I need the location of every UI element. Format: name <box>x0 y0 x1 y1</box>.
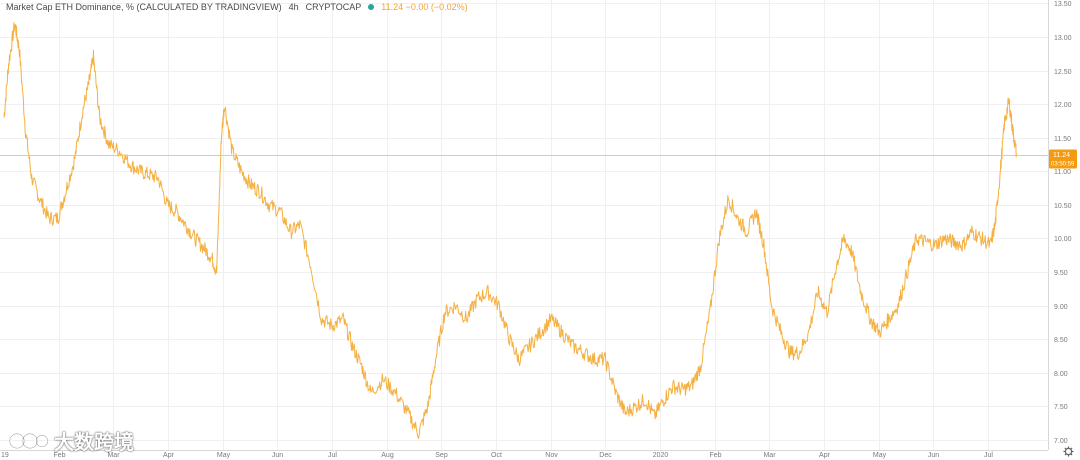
chart-grid <box>0 0 1048 450</box>
y-tick-label: 12.00 <box>1054 102 1072 109</box>
quote-value: 11.24 −0.00 (−0.02%) <box>381 2 468 12</box>
y-tick-label: 9.50 <box>1054 270 1068 277</box>
y-tick-label: 8.00 <box>1054 371 1068 378</box>
watermark: 大数跨境 <box>8 426 134 455</box>
price-axis-bg <box>1048 0 1080 460</box>
bar-countdown: 03:50:59 <box>1051 162 1075 168</box>
x-tick-label: Jul <box>984 452 993 459</box>
y-tick-label: 8.50 <box>1054 337 1068 344</box>
gear-icon[interactable] <box>1063 446 1074 457</box>
x-tick-label: Mar <box>763 452 776 459</box>
y-tick-label: 7.00 <box>1054 438 1068 445</box>
last-price-value: 11.24 <box>1053 152 1070 159</box>
last-price-badge <box>1049 149 1077 169</box>
y-tick-label: 13.00 <box>1054 35 1072 42</box>
watermark-text: 大数跨境 <box>54 432 134 454</box>
symbol-title[interactable]: Market Cap ETH Dominance, % (CALCULATED … <box>6 2 282 12</box>
y-tick-label: 10.50 <box>1054 203 1072 210</box>
y-tick-label: 9.00 <box>1054 304 1068 311</box>
series-group <box>3 22 1018 439</box>
y-tick-label: 10.00 <box>1054 236 1072 243</box>
x-tick-label: Apr <box>163 452 175 459</box>
chart-header: Market Cap ETH Dominance, % (CALCULATED … <box>6 2 468 12</box>
x-tick-label: Jun <box>272 452 283 459</box>
y-tick-label: 13.50 <box>1054 1 1072 8</box>
y-tick-label: 11.00 <box>1054 169 1071 176</box>
time-axis: 19 Feb Mar Apr May Jun Jul Aug Sep Oct Nov Dec 2020 F… <box>0 450 1048 459</box>
y-tick-label: 7.50 <box>1054 404 1068 411</box>
x-tick-label: Jul <box>328 452 337 459</box>
x-tick-label: Nov <box>545 452 558 459</box>
last-price-line-group: 11.24 03:50:59 <box>0 149 1077 169</box>
price-axis: 13.50 13.00 12.50 12.00 11.50 11.00 10.50 10.00… <box>1048 0 1080 460</box>
x-tick-label: May <box>873 452 887 459</box>
x-tick-label: Dec <box>599 452 612 459</box>
x-tick-label: Feb <box>53 452 65 459</box>
watermark-logo-icon <box>9 433 48 448</box>
x-tick-label: Sep <box>435 452 448 459</box>
x-tick-label: 19 <box>1 452 9 459</box>
x-tick-label: Jun <box>928 452 939 459</box>
x-tick-label: Feb <box>709 452 721 459</box>
x-tick-label: Oct <box>491 452 502 459</box>
x-tick-label: Mar <box>107 452 120 459</box>
y-tick-label: 11.50 <box>1054 136 1071 143</box>
x-tick-label: May <box>217 452 231 459</box>
x-tick-label: Apr <box>819 452 831 459</box>
interval-label[interactable]: 4h <box>288 2 299 12</box>
x-tick-label: 2020 <box>653 452 669 459</box>
exchange-label: CRYPTOCAP <box>305 2 362 12</box>
y-tick-label: 12.50 <box>1054 69 1072 76</box>
status-dot-icon <box>368 4 375 10</box>
series-line <box>3 22 1018 439</box>
x-tick-label: Aug <box>381 452 394 459</box>
